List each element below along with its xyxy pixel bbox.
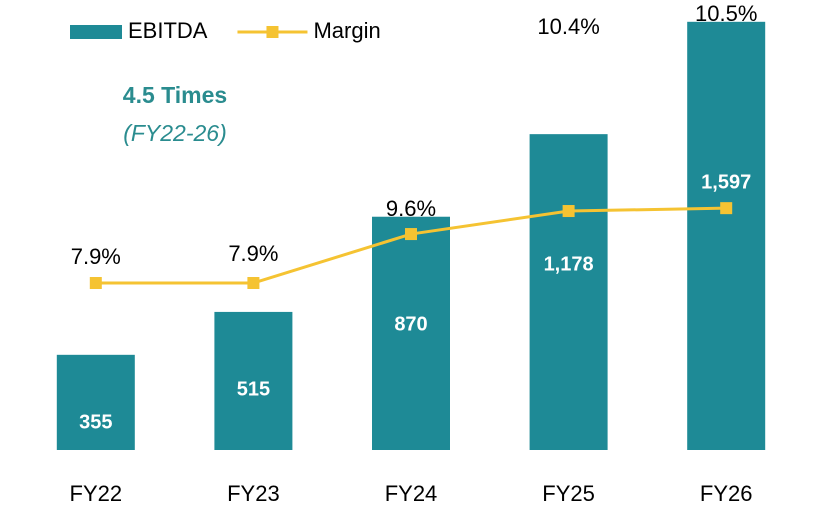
- x-tick-label: FY23: [227, 481, 280, 506]
- marker: [405, 228, 417, 241]
- legend-swatch: [70, 25, 122, 39]
- data-label: 870: [394, 313, 427, 335]
- x-tick-label: FY22: [70, 481, 123, 506]
- data-label: 7.9%: [71, 244, 121, 269]
- data-label: 515: [237, 378, 270, 400]
- data-label: 10.5%: [695, 1, 757, 26]
- data-label: 10.4%: [537, 14, 599, 39]
- bar: [687, 21, 766, 450]
- data-label: 1,597: [701, 171, 751, 193]
- x-tick-label: FY26: [700, 481, 753, 506]
- bar: [214, 311, 293, 450]
- legend-label: Margin: [313, 18, 380, 43]
- legend-label: EBITDA: [128, 18, 208, 43]
- annotation: 4.5 Times: [123, 82, 227, 108]
- x-tick-label: FY25: [542, 481, 595, 506]
- data-label: 355: [79, 411, 112, 433]
- data-label: 7.9%: [228, 241, 278, 266]
- bar: [529, 134, 608, 450]
- annotation: (FY22-26): [123, 120, 227, 146]
- data-label: 9.6%: [386, 196, 436, 221]
- marker: [720, 202, 733, 215]
- marker: [89, 277, 102, 290]
- x-tick-label: FY24: [385, 481, 438, 506]
- bar: [372, 216, 450, 450]
- legend-swatch: [266, 26, 279, 38]
- marker: [247, 277, 260, 290]
- data-label: 1,178: [544, 253, 594, 275]
- marker: [562, 205, 575, 218]
- bar: [56, 354, 135, 450]
